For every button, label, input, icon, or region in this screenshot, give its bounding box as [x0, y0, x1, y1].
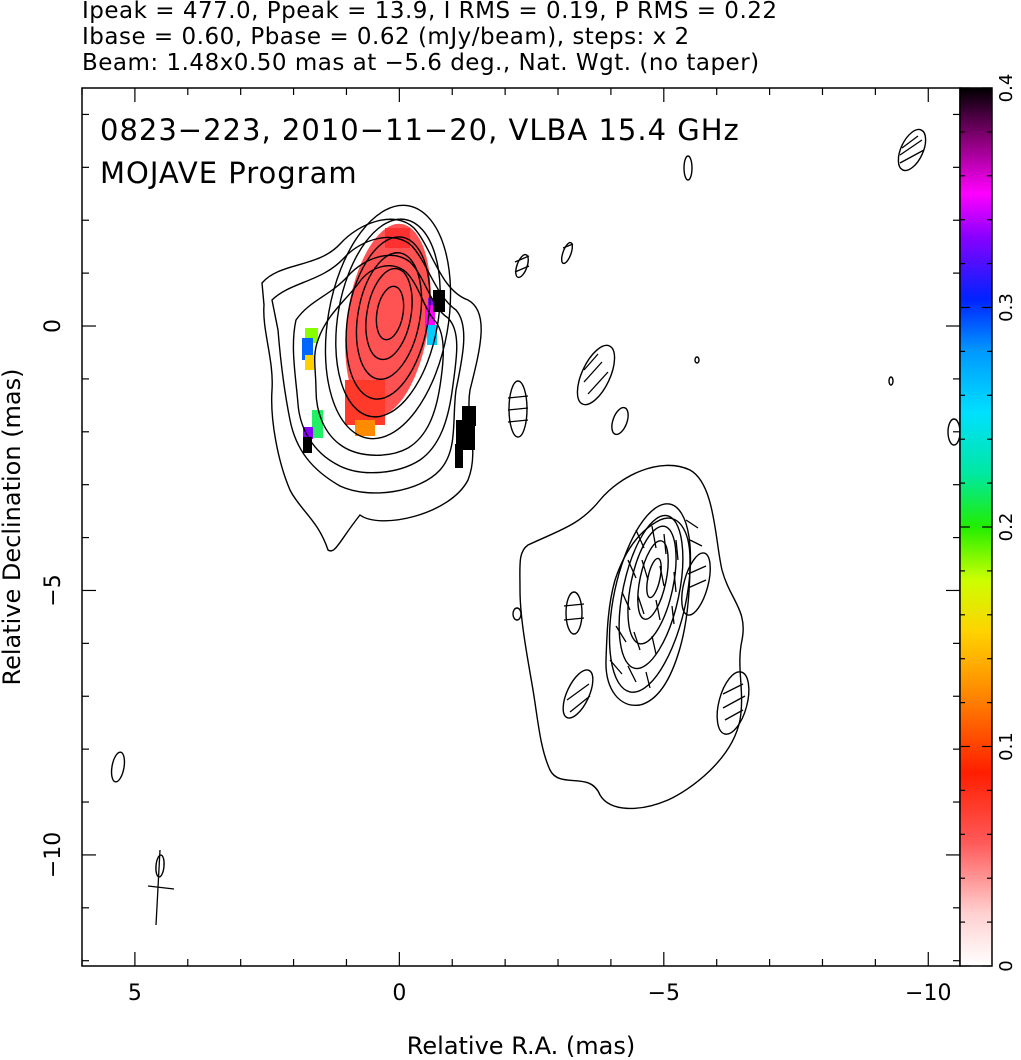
colorbar-tick-label: 0.4 — [996, 74, 1017, 103]
violet-patch-lower — [303, 427, 313, 439]
y-axis-label: Relative Declination (mas) — [0, 368, 26, 685]
contour-sw-outer — [519, 464, 744, 810]
contour-sw-6 — [637, 540, 669, 620]
contour-sw-2 — [605, 517, 691, 706]
x-tick-label: 0 — [392, 981, 406, 1006]
contour-core-5 — [324, 204, 452, 440]
contour-blob-n — [110, 751, 126, 783]
contour-blob-l — [681, 552, 711, 616]
core-polarization-patch — [345, 223, 431, 417]
chart-title: 0823−223, 2010−11−20, VLBA 15.4 GHz — [100, 113, 740, 147]
axis-ticks — [81, 88, 960, 966]
colorbar-tick-label: 0.2 — [996, 513, 1017, 542]
contour-blob-i — [565, 591, 583, 635]
evpa-ticks — [147, 135, 925, 926]
cyan-patch-right — [427, 325, 437, 345]
x-tick-label: −10 — [905, 981, 951, 1006]
core-polarization-patch-south — [345, 380, 385, 425]
contour-core-8 — [355, 252, 423, 380]
contour-blob-a — [515, 253, 529, 279]
fractional-polarization-overlay — [302, 223, 476, 468]
contour-sw-7 — [646, 557, 662, 599]
contour-blob-k — [562, 669, 594, 719]
contour-blob-b — [560, 241, 574, 265]
plot-frame — [81, 87, 961, 967]
contour-blob-g — [888, 376, 894, 386]
x-tick-label: −5 — [648, 981, 680, 1006]
contour-core-6 — [335, 218, 441, 418]
contour-core-10 — [375, 285, 405, 341]
contour-sw-5 — [627, 525, 677, 645]
x-axis-label: Relative R.A. (mas) — [407, 1032, 635, 1060]
axis-tick-labels: 5 0 −5 −10 0 −5 −10 — [41, 319, 951, 1006]
yellow-patch-left — [305, 355, 314, 370]
magenta-patch-right — [425, 305, 435, 333]
violet-patch-right — [428, 298, 437, 310]
colorbar-tick-label: 0.3 — [996, 293, 1017, 322]
black-patch-lower — [303, 437, 312, 453]
y-tick-label: 0 — [41, 319, 66, 333]
black-patch-edge-bottom — [455, 444, 463, 468]
contour-sw-4 — [618, 514, 684, 670]
header-stats-line: Ipeak = 477.0, Ppeak = 13.9, I RMS = 0.1… — [82, 0, 778, 24]
blue-patch-left — [302, 338, 313, 360]
intensity-contours — [110, 128, 960, 878]
contour-blob-c — [576, 344, 616, 406]
contour-core-9 — [365, 267, 413, 361]
contour-blob-ne — [897, 128, 927, 172]
colorbar-ticks: 0 0.1 0.2 0.3 0.4 — [960, 74, 1017, 972]
contour-blob-e — [508, 380, 528, 438]
header-beam-line: Beam: 1.48x0.50 mas at −5.6 deg., Nat. W… — [82, 50, 760, 76]
green-patch-lower — [312, 410, 323, 438]
x-tick-label: 5 — [128, 981, 142, 1006]
orange-patch — [355, 420, 375, 436]
y-tick-label: −10 — [41, 832, 66, 878]
colorbar-tick-label: 0.1 — [996, 732, 1017, 761]
contour-blob-m — [716, 671, 750, 735]
contour-blob-j — [512, 607, 522, 621]
contour-blob-f — [694, 356, 700, 364]
colorbar-tick-label: 0 — [996, 960, 1017, 971]
y-tick-label: −5 — [41, 574, 66, 606]
contour-blob-h — [947, 418, 960, 446]
chart-subtitle: MOJAVE Program — [100, 156, 358, 190]
contour-sw-3 — [608, 503, 692, 693]
contour-blob-d — [611, 406, 629, 436]
header-base-line: Ibase = 0.60, Pbase = 0.62 (mJy/beam), s… — [82, 24, 690, 50]
contour-core-7 — [345, 236, 431, 400]
contour-core-4 — [314, 265, 444, 456]
contour-blob-top — [683, 155, 693, 181]
